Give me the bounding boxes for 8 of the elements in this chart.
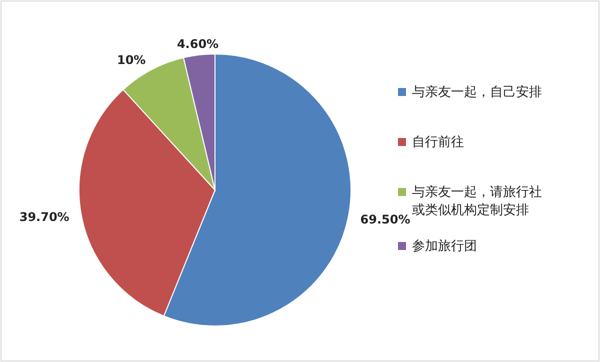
data-label: 39.70% (19, 210, 70, 224)
legend-label: 自行前往 (412, 135, 464, 150)
data-label: 10% (116, 53, 146, 68)
legend-label: 参加旅行团 (412, 239, 477, 254)
data-label: 69.50% (360, 212, 410, 226)
legend-label: 与亲友一起，请旅行社或类似机构定制安排 (412, 185, 542, 218)
legend-label: 与亲友一起，自己安排 (412, 84, 542, 100)
data-label: 4.60% (176, 37, 219, 52)
